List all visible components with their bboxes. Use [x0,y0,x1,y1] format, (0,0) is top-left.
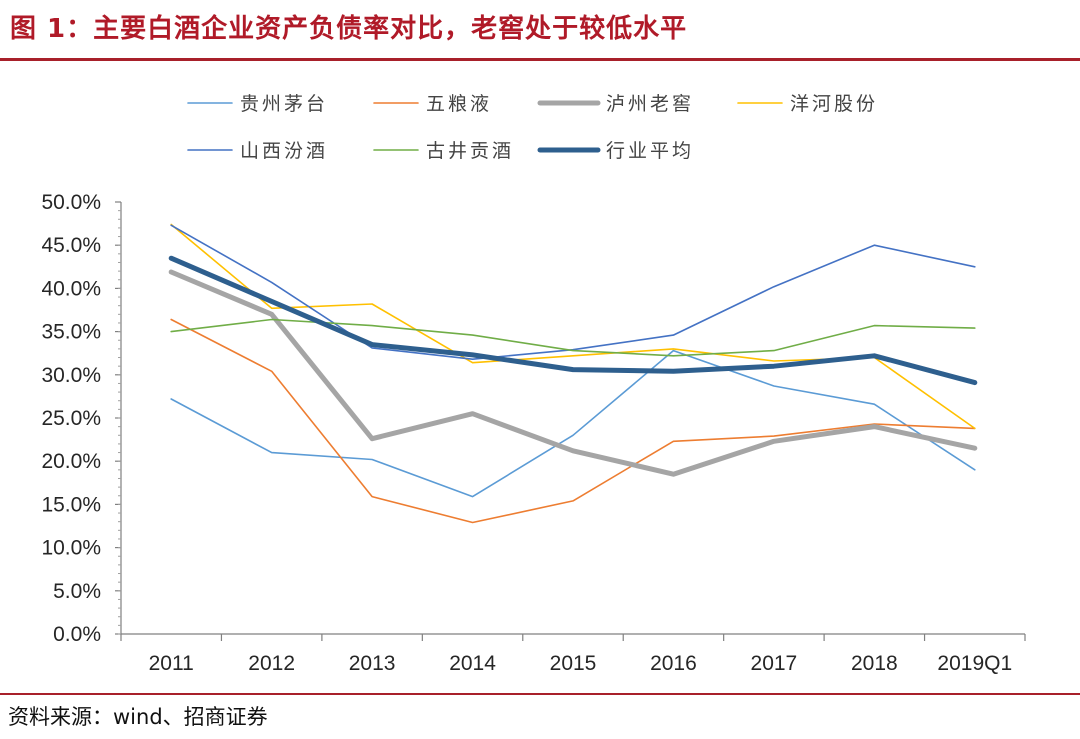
x-tick-label: 2016 [650,652,697,675]
x-tick-label: 2018 [851,652,898,675]
y-tick-label: 50.0% [41,191,101,214]
x-tick-label: 2013 [349,652,396,675]
y-tick-label: 15.0% [41,493,101,516]
series-line-4 [170,224,976,361]
y-tick-label: 35.0% [41,321,101,344]
x-tick-label: 2015 [550,652,597,675]
y-tick-label: 30.0% [41,364,101,387]
x-tick-label: 2012 [248,652,295,675]
x-tick-label: 2011 [149,652,194,675]
y-tick-label: 5.0% [53,580,101,603]
legend-item-6: 行业平均 [537,140,694,162]
bottom-divider [0,693,1080,695]
legend-label: 行业平均 [606,140,694,162]
y-tick-label: 20.0% [41,450,101,473]
y-tick-label: 45.0% [41,234,101,257]
x-tick-label: 2017 [751,652,798,675]
series-line-3 [170,223,976,430]
series-line-1 [170,318,976,524]
source-note: 资料来源：wind、招商证券 [8,705,268,729]
y-tick-label: 10.0% [41,537,101,560]
chart-plot-area [168,223,978,524]
y-tick-label: 0.0% [53,623,101,646]
legend-item-3: 洋河股份 [737,93,878,115]
top-divider [0,58,1080,61]
legend-item-4: 山西汾酒 [187,140,328,162]
legend-item-1: 五粮液 [373,93,492,115]
chart-axes: 0.0% 5.0% 10.0% 15.0% 20.0% 25.0% 30.0% 35.0% 40… [41,191,1026,675]
y-tick-label: 40.0% [41,277,101,300]
figure-title: 图 1：主要白酒企业资产负债率对比，老窖处于较低水平 [10,14,688,44]
series-line-2 [168,269,978,477]
legend-label: 泸州老窖 [606,93,694,115]
legend-item-0: 贵州茅台 [187,93,328,115]
series-line-5 [170,318,976,357]
y-tick-label: 25.0% [41,407,101,430]
x-tick-label: 2014 [449,652,496,675]
legend-label: 古井贡酒 [426,140,514,162]
x-tick-label: 2019Q1 [937,652,1012,675]
series-line-0 [170,349,976,498]
legend-item-5: 古井贡酒 [373,140,514,162]
legend-label: 山西汾酒 [240,140,328,162]
legend-label: 洋河股份 [790,93,878,115]
series-line-6 [168,255,978,386]
legend-label: 贵州茅台 [240,93,328,115]
legend-item-2: 泸州老窖 [537,93,694,115]
legend-label: 五粮液 [426,93,492,115]
